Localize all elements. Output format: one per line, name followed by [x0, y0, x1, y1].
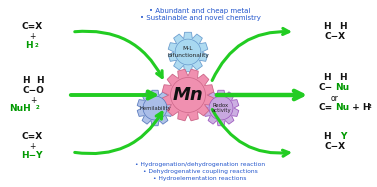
Text: Mn: Mn — [173, 86, 203, 104]
Text: + H: + H — [349, 103, 371, 112]
Text: 2: 2 — [368, 104, 372, 109]
Text: H: H — [323, 132, 331, 141]
Circle shape — [209, 96, 233, 120]
Polygon shape — [203, 90, 239, 126]
Text: +: + — [30, 96, 36, 105]
Text: Nu: Nu — [335, 83, 349, 92]
Text: H: H — [36, 76, 44, 85]
Text: H: H — [323, 22, 331, 31]
Text: C−X: C−X — [325, 142, 346, 151]
Text: C=X: C=X — [21, 132, 43, 141]
Text: +: + — [29, 32, 35, 41]
Text: 2: 2 — [35, 43, 39, 48]
Text: H: H — [339, 73, 347, 82]
Text: Hemilability: Hemilability — [139, 105, 171, 111]
Circle shape — [143, 96, 167, 120]
Text: H: H — [22, 76, 30, 85]
Text: C=: C= — [319, 103, 333, 112]
Text: C−: C− — [319, 83, 333, 92]
Text: Y: Y — [340, 132, 346, 141]
Text: • Sustainable and novel chemistry: • Sustainable and novel chemistry — [139, 15, 261, 21]
Text: +: + — [29, 142, 35, 151]
Text: C=X: C=X — [21, 22, 43, 31]
Circle shape — [170, 78, 205, 112]
Text: Redox
activity: Redox activity — [211, 103, 231, 113]
Text: H: H — [339, 22, 347, 31]
Text: C−X: C−X — [325, 32, 346, 41]
Polygon shape — [168, 32, 208, 72]
Text: • Hydroelementation reactions: • Hydroelementation reactions — [153, 176, 247, 181]
Text: • Hydrogenation/dehydrogenation reaction: • Hydrogenation/dehydrogenation reaction — [135, 162, 265, 167]
Text: H: H — [25, 41, 33, 50]
Polygon shape — [162, 69, 214, 121]
Text: 2: 2 — [36, 105, 40, 110]
Text: NuH: NuH — [9, 104, 31, 113]
Text: M-L
bifunctionality: M-L bifunctionality — [167, 46, 209, 58]
Text: H−Y: H−Y — [21, 151, 43, 160]
Text: H: H — [323, 73, 331, 82]
Text: Nu: Nu — [335, 103, 349, 112]
Text: • Dehydrogenative coupling reactions: • Dehydrogenative coupling reactions — [143, 169, 257, 174]
Text: • Abundant and cheap metal: • Abundant and cheap metal — [149, 8, 251, 14]
Text: C−O: C−O — [22, 86, 44, 95]
Circle shape — [175, 39, 201, 65]
Text: or: or — [331, 94, 339, 103]
Polygon shape — [137, 90, 173, 126]
